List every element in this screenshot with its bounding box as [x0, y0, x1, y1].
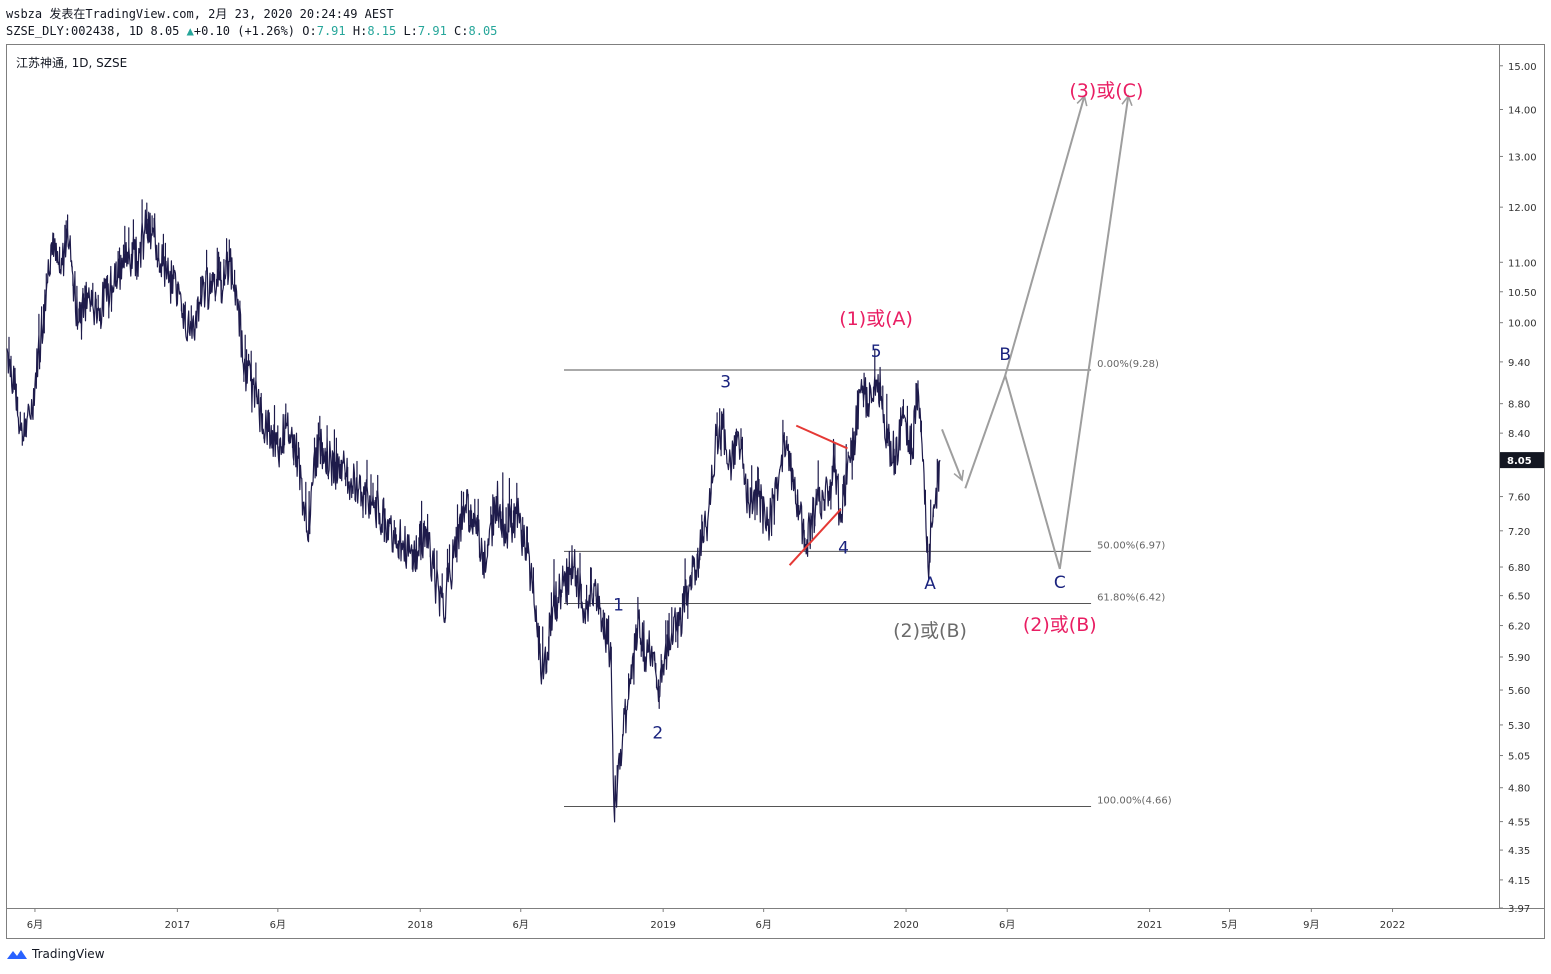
time-axis-labels: 6月 2017 6月 2018 6月 2019 6月 2020 6月 2021 5月 9月 2022 — [27, 908, 1405, 931]
price-axis[interactable] — [1499, 44, 1545, 909]
wave-label: 3 — [720, 372, 731, 392]
interval-price: 1D 8.05 — [128, 24, 180, 38]
open-value: 7.91 — [316, 24, 346, 38]
wave-label: 5 — [871, 342, 882, 362]
price-tick-label: 3.97 — [1508, 904, 1530, 915]
close-value: 8.05 — [468, 24, 498, 38]
projection-arrow — [964, 94, 1133, 570]
last-price-label: 8.05 — [1507, 456, 1532, 467]
price-tick-label: 10.00 — [1508, 319, 1537, 330]
time-tick-label: 2018 — [408, 920, 433, 931]
open-label: O: — [302, 24, 317, 38]
last-price-badge — [1500, 452, 1544, 469]
time-axis[interactable] — [6, 908, 1545, 939]
brand[interactable]: TradingView — [6, 947, 105, 961]
price-tick-label: 6.80 — [1508, 563, 1530, 574]
price-tick-label: 13.00 — [1508, 152, 1537, 163]
change-value: ▲+0.10 (+1.26%) — [186, 24, 296, 38]
time-tick-label: 6月 — [999, 919, 1015, 931]
wave-label: 2 — [652, 723, 663, 743]
wave-label: A — [924, 574, 936, 594]
price-tick-label: 5.90 — [1508, 653, 1530, 664]
price-tick-label: 11.00 — [1508, 258, 1537, 269]
price-tick-label: 6.20 — [1508, 622, 1530, 633]
high-value: 8.15 — [367, 24, 397, 38]
price-tick-label: 7.20 — [1508, 527, 1530, 538]
price-tick-label: 5.60 — [1508, 686, 1530, 697]
fib-level-label: 50.00%(6.97) — [1097, 540, 1165, 551]
ohlc-legend: SZSE_DLY:002438, 1D 8.05 ▲+0.10 (+1.26%)… — [6, 24, 497, 38]
fib-level-label: 61.80%(6.42) — [1097, 592, 1165, 603]
price-series — [6, 199, 941, 823]
fibonacci-levels: 0.00%(9.28) 50.00%(6.97) 61.80%(6.42) 100.0… — [564, 359, 1172, 807]
time-tick-label: 2021 — [1137, 920, 1162, 931]
time-tick-label: 5月 — [1221, 919, 1237, 931]
projection-arrows — [941, 94, 1133, 570]
time-tick-label: 2019 — [650, 920, 675, 931]
price-tick-label: 10.50 — [1508, 288, 1537, 299]
wave-label: (3)或(C) — [1069, 80, 1143, 102]
triangle-lines — [788, 424, 848, 566]
wave-label: C — [1054, 573, 1066, 593]
wave-labels: 1 2 3 4 5 (1)或(A) A (2)或(B) B C (2)或(B) (3)或(C) — [613, 80, 1143, 743]
wave-label: 4 — [838, 539, 849, 559]
time-tick-label: 2022 — [1380, 920, 1405, 931]
up-arrow-icon: ▲ — [186, 24, 194, 38]
time-tick-label: 2017 — [165, 920, 190, 931]
price-tick-label: 4.15 — [1508, 876, 1530, 887]
price-tick-label: 9.40 — [1508, 358, 1530, 369]
time-tick-label: 6月 — [270, 919, 286, 931]
price-tick-label: 4.35 — [1508, 846, 1530, 857]
projection-arrow — [1004, 94, 1088, 376]
low-value: 7.91 — [417, 24, 447, 38]
projection-arrow — [941, 429, 965, 482]
wave-label: (1)或(A) — [839, 308, 913, 330]
chart-pane[interactable] — [6, 44, 1500, 909]
symbol-code: SZSE_DLY:002438, — [6, 24, 122, 38]
wave-label: (2)或(B) — [1023, 614, 1097, 636]
time-tick-label: 6月 — [27, 919, 43, 931]
fib-level-label: 0.00%(9.28) — [1097, 359, 1159, 370]
price-tick-label: 8.80 — [1508, 400, 1530, 411]
brand-name: TradingView — [32, 947, 105, 961]
triangle-line — [795, 424, 848, 450]
time-tick-label: 9月 — [1303, 919, 1319, 931]
price-tick-label: 5.05 — [1508, 752, 1530, 763]
tradingview-logo-icon — [7, 950, 27, 959]
symbol-label: 江苏神通, 1D, SZSE — [16, 56, 128, 70]
price-tick-label: 15.00 — [1508, 62, 1537, 73]
price-tick-label: 4.80 — [1508, 784, 1530, 795]
price-axis-labels: 15.00 14.00 13.00 12.00 11.00 10.50 10.00 9.40 8… — [1499, 62, 1544, 915]
price-tick-label: 12.00 — [1508, 203, 1537, 214]
price-tick-label: 5.30 — [1508, 721, 1530, 732]
price-tick-label: 4.55 — [1508, 818, 1530, 829]
price-tick-label: 8.40 — [1508, 429, 1530, 440]
low-label: L: — [403, 24, 418, 38]
time-tick-label: 6月 — [755, 919, 771, 931]
close-label: C: — [454, 24, 469, 38]
high-label: H: — [352, 24, 368, 38]
time-tick-label: 2020 — [893, 920, 918, 931]
price-tick-label: 14.00 — [1508, 105, 1537, 116]
fib-level-label: 100.00%(4.66) — [1097, 795, 1172, 806]
triangle-line — [788, 508, 842, 566]
price-line — [6, 199, 941, 823]
time-tick-label: 6月 — [513, 919, 529, 931]
wave-label: 1 — [613, 595, 624, 615]
wave-label: (2)或(B) — [893, 620, 967, 642]
price-tick-label: 6.50 — [1508, 592, 1530, 603]
wave-label: B — [999, 345, 1011, 365]
price-tick-label: 7.60 — [1508, 493, 1530, 504]
publish-info: wsbza 发表在TradingView.com, 2月 23, 2020 20… — [6, 7, 394, 21]
